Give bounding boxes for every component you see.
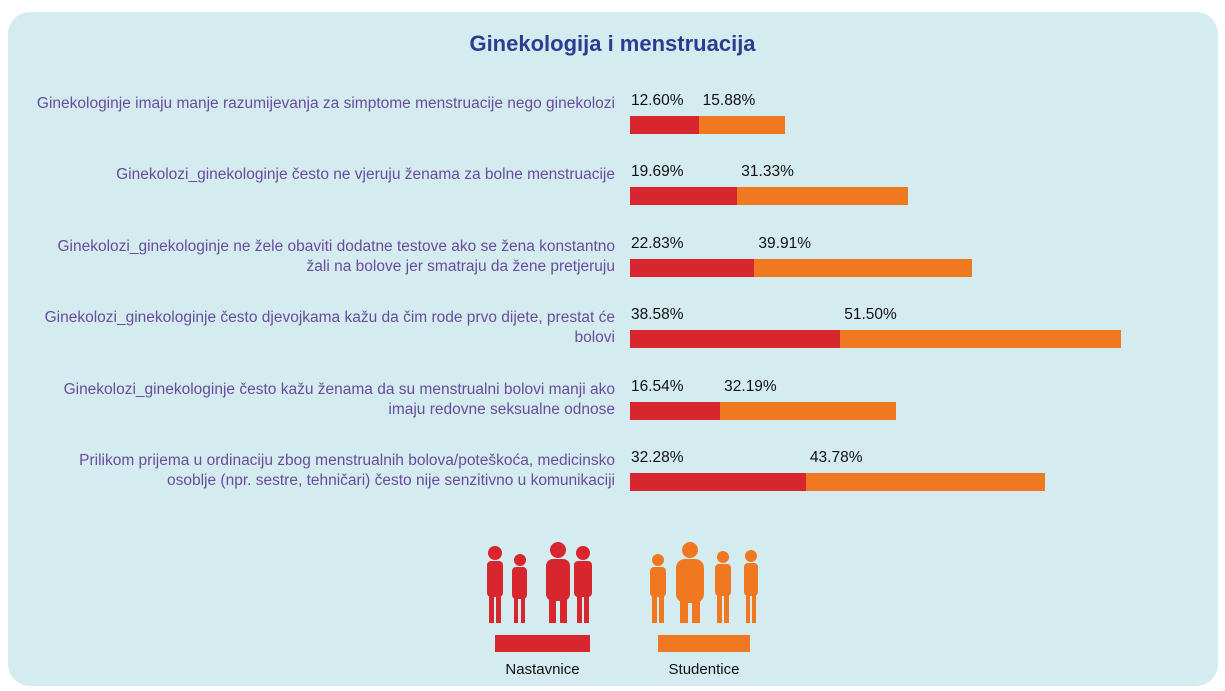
legend-swatch [495,635,590,652]
category-label: Prilikom prijema u ordinaciju zbog menst… [30,451,615,491]
category-label: Ginekologinje imaju manje razumijevanja … [30,94,615,114]
bar [630,187,737,205]
bar [630,330,840,348]
value-label: 51.50% [844,306,897,324]
bar [630,402,720,420]
legend-label: Studentice [644,661,764,678]
bar [737,187,908,205]
page: Ginekologija i menstruacija Ginekologinj… [0,0,1225,691]
value-label: 31.33% [741,163,794,181]
category-label: Ginekolozi_ginekologinje ne žele obaviti… [30,237,615,277]
value-label: 12.60% [631,92,684,110]
value-label: 38.58% [631,306,684,324]
category-label: Ginekolozi_ginekologinje često djevojkam… [30,308,615,348]
icon-group [487,542,592,623]
bar [630,116,699,134]
icon-group [650,542,758,623]
bar [840,330,1121,348]
value-label: 32.28% [631,449,684,467]
value-label: 19.69% [631,163,684,181]
value-label: 15.88% [703,92,756,110]
bar [754,259,972,277]
bar [630,473,806,491]
value-label: 16.54% [631,378,684,396]
bar [806,473,1045,491]
category-label: Ginekolozi_ginekologinje često ne vjeruj… [30,165,615,185]
value-label: 39.91% [758,235,811,253]
legend-swatch [658,635,750,652]
bar [630,259,754,277]
value-label: 43.78% [810,449,863,467]
value-label: 22.83% [631,235,684,253]
legend-label: Nastavnice [483,661,603,678]
category-label: Ginekolozi_ginekologinje često kažu žena… [30,380,615,420]
bar [720,402,895,420]
value-label: 32.19% [724,378,777,396]
bar [699,116,786,134]
